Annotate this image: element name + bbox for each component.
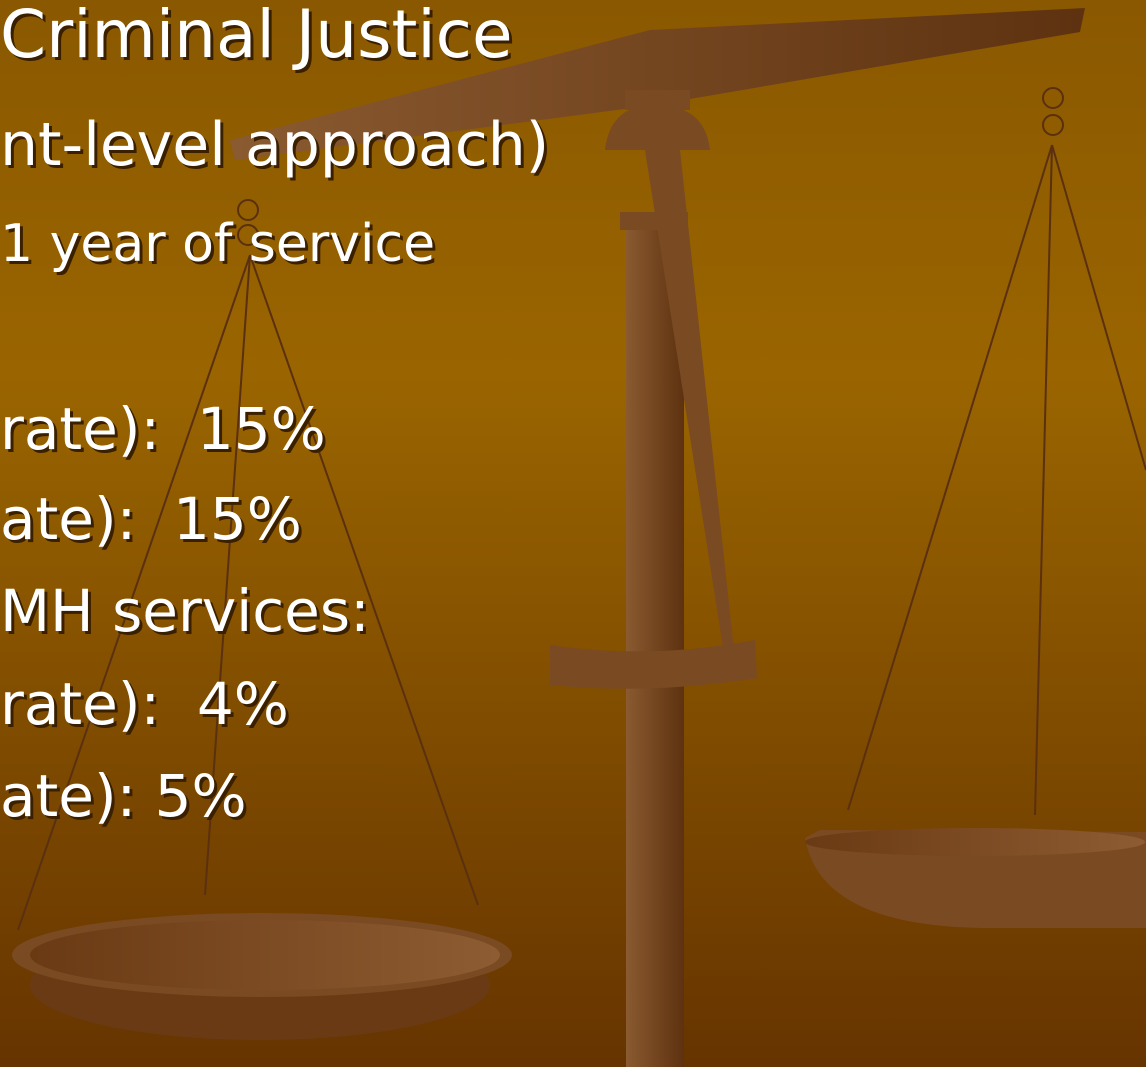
title: Criminal Justice bbox=[0, 2, 513, 68]
text-line: rate): 15% bbox=[0, 400, 326, 458]
subtitle: nt-level approach) bbox=[0, 115, 549, 175]
text-line: ate): 15% bbox=[0, 490, 302, 548]
text-line: ate): 5% bbox=[0, 767, 247, 825]
slide: Criminal Justice nt-level approach) 1 ye… bbox=[0, 0, 1146, 1067]
text-line: rate): 4% bbox=[0, 675, 289, 733]
text-line: 1 year of service bbox=[0, 218, 435, 270]
text-line: MH services: bbox=[0, 582, 370, 640]
